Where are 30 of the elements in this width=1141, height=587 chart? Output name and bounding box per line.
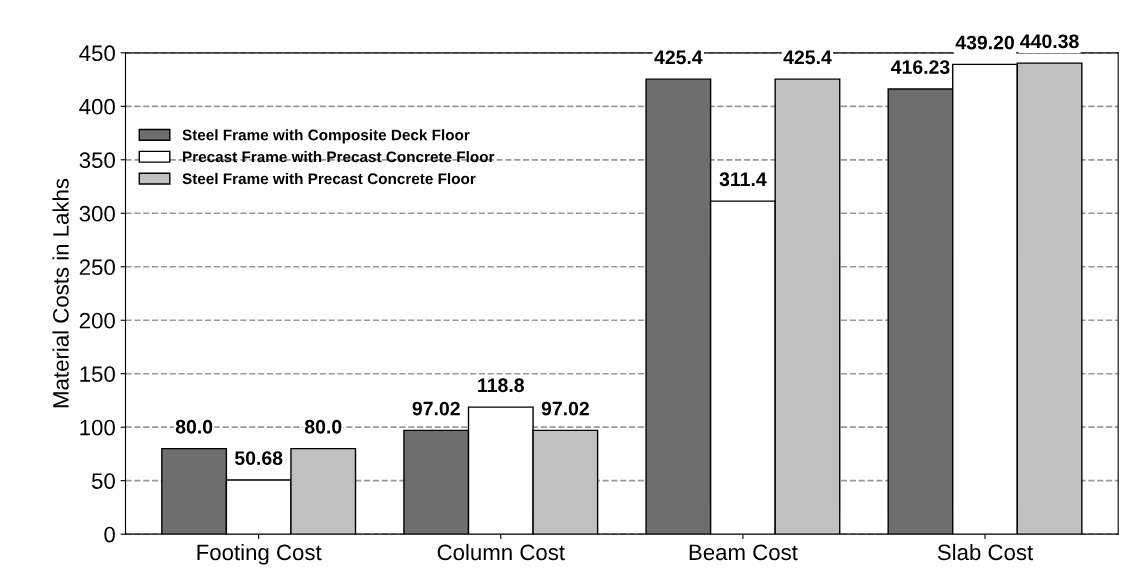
legend-label: Steel Frame with Composite Deck Floor xyxy=(182,129,470,144)
y-tick-label: 250 xyxy=(79,259,115,276)
legend-label: Precast Frame with Precast Concrete Floor xyxy=(183,151,495,163)
y-tick-label: 300 xyxy=(79,205,115,222)
y-tick-label: 100 xyxy=(80,419,115,436)
data-label: 425.4 xyxy=(783,50,832,65)
x-tick-label: Column Cost xyxy=(437,543,565,561)
data-label: 80.0 xyxy=(175,419,213,434)
data-label: 416.23 xyxy=(891,60,950,75)
y-tick-label: 450 xyxy=(79,45,115,62)
y-tick-label: 150 xyxy=(80,366,115,382)
y-axis-title: Material Costs in Lakhs xyxy=(52,178,69,408)
data-label: 50.68 xyxy=(234,451,283,466)
x-tick-label: Footing Cost xyxy=(197,543,322,565)
y-tick-label: 200 xyxy=(79,312,115,329)
y-tick-label: 0 xyxy=(104,526,115,543)
data-label: 97.02 xyxy=(412,401,460,416)
data-label: 80.0 xyxy=(304,419,342,434)
y-tick-label: 50 xyxy=(91,473,115,489)
data-label: 439.20 xyxy=(955,35,1014,50)
data-label: 440.38 xyxy=(1020,34,1079,49)
y-tick-label: 400 xyxy=(79,98,115,115)
x-tick-label: Beam Cost xyxy=(689,544,798,561)
data-label: 425.4 xyxy=(654,50,703,65)
data-label: 118.8 xyxy=(478,378,524,393)
x-tick-label: Slab Cost xyxy=(937,543,1034,561)
data-label: 311.4 xyxy=(719,172,767,187)
y-tick-label: 350 xyxy=(79,152,115,169)
data-label: 97.02 xyxy=(541,401,589,416)
legend-label: Steel Frame with Precast Concrete Floor xyxy=(182,172,476,185)
